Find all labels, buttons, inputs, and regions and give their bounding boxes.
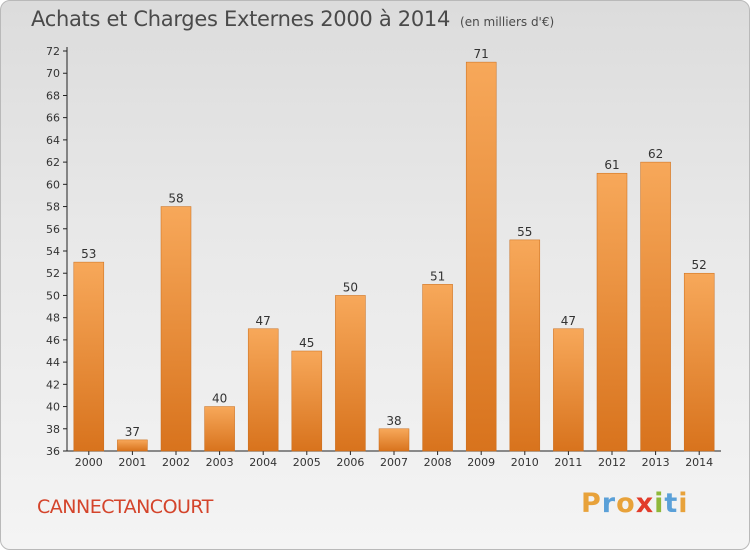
y-tick-label: 42 (46, 378, 60, 391)
chart-subtitle: (en milliers d'€) (460, 15, 555, 29)
y-axis: 36 38 40 42 44 46 48 50 52 54 56 58 60 62 64 66 68 70 72 (46, 45, 68, 458)
y-tick-label: 68 (46, 89, 60, 102)
data-label-2000: 53 (81, 247, 96, 261)
bar-2013 (640, 161, 671, 452)
x-tick-label: 2012 (598, 456, 626, 469)
y-tick-label: 66 (46, 112, 60, 125)
y-tick-label: 40 (46, 401, 60, 414)
data-label-2013: 62 (648, 147, 663, 161)
y-tick-label: 36 (46, 445, 60, 458)
x-tick-label: 2009 (467, 456, 495, 469)
data-label-2012: 61 (604, 158, 619, 172)
bar-2004 (247, 328, 279, 452)
bar-2012 (596, 172, 628, 452)
bar-2000 (73, 261, 105, 452)
brand-letter: r (601, 488, 617, 519)
bar-2003 (204, 406, 235, 452)
y-tick-label: 44 (46, 356, 60, 369)
x-tick-label: 2007 (380, 456, 408, 469)
x-tick-label: 2005 (293, 456, 321, 469)
x-tick-label: 2014 (685, 456, 713, 469)
brand-letter: i (678, 488, 689, 519)
y-tick-label: 70 (46, 67, 60, 80)
bar-2014 (683, 272, 715, 452)
bar-2006 (335, 295, 366, 452)
data-label-2010: 55 (517, 225, 532, 239)
y-tick-label: 54 (46, 245, 60, 258)
chart-title-text: Achats et Charges Externes 2000 à 2014 (31, 7, 451, 31)
data-label-2005: 45 (299, 336, 314, 350)
y-tick-label: 48 (46, 312, 60, 325)
x-tick-label: 2008 (424, 456, 452, 469)
data-label-2004: 47 (256, 314, 271, 328)
brand-letter: x (635, 488, 655, 519)
x-tick-label: 2011 (554, 456, 582, 469)
data-label-2006: 50 (343, 280, 358, 294)
commune-name: CANNECTANCOURT (37, 496, 213, 518)
y-tick-label: 46 (46, 334, 60, 347)
x-tick-label: 2002 (162, 456, 190, 469)
x-tick-label: 2004 (249, 456, 277, 469)
x-axis: 2000 2001 2002 2003 2004 2005 2006 2007 2008 2009… (67, 450, 721, 469)
y-tick-label: 64 (46, 134, 60, 147)
x-tick-label: 2001 (118, 456, 146, 469)
data-label-2011: 47 (561, 314, 576, 328)
x-tick-label: 2010 (511, 456, 539, 469)
data-label-2007: 38 (386, 414, 401, 428)
y-tick-label: 58 (46, 201, 60, 214)
data-label-2002: 58 (168, 192, 183, 206)
data-label-2001: 37 (125, 425, 140, 439)
y-tick-label: 72 (46, 45, 60, 58)
y-tick-label: 38 (46, 423, 60, 436)
bar-2001 (117, 439, 148, 452)
brand-letter: t (664, 488, 679, 519)
brand-letter: i (654, 488, 665, 519)
data-label-2003: 40 (212, 392, 227, 406)
y-tick-label: 56 (46, 223, 60, 236)
brand-letter: o (616, 488, 636, 519)
bar-2002 (160, 206, 192, 452)
y-tick-label: 50 (46, 289, 60, 302)
bar-2011 (553, 328, 584, 452)
bar-2009 (465, 61, 497, 452)
y-tick-label: 60 (46, 178, 60, 191)
y-tick-label: 62 (46, 156, 60, 169)
brand-logo: Proxiti (581, 488, 689, 519)
bar-2005 (291, 350, 323, 452)
data-label-2009: 71 (474, 47, 489, 61)
bars (73, 61, 715, 452)
x-tick-label: 2006 (336, 456, 364, 469)
bar-2010 (509, 239, 541, 452)
bar-2007 (378, 428, 410, 452)
y-tick-label: 52 (46, 267, 60, 280)
brand-letter: P (581, 488, 602, 519)
x-tick-label: 2013 (642, 456, 670, 469)
x-tick-label: 2003 (206, 456, 234, 469)
data-labels: 53 37 58 40 47 45 50 38 51 71 55 47 61 62 52 (81, 47, 707, 439)
chart-title: Achats et Charges Externes 2000 à 2014 (e… (31, 7, 554, 31)
data-label-2014: 52 (692, 258, 707, 272)
bar-2008 (422, 284, 453, 452)
data-label-2008: 51 (430, 269, 445, 283)
x-tick-label: 2000 (75, 456, 103, 469)
